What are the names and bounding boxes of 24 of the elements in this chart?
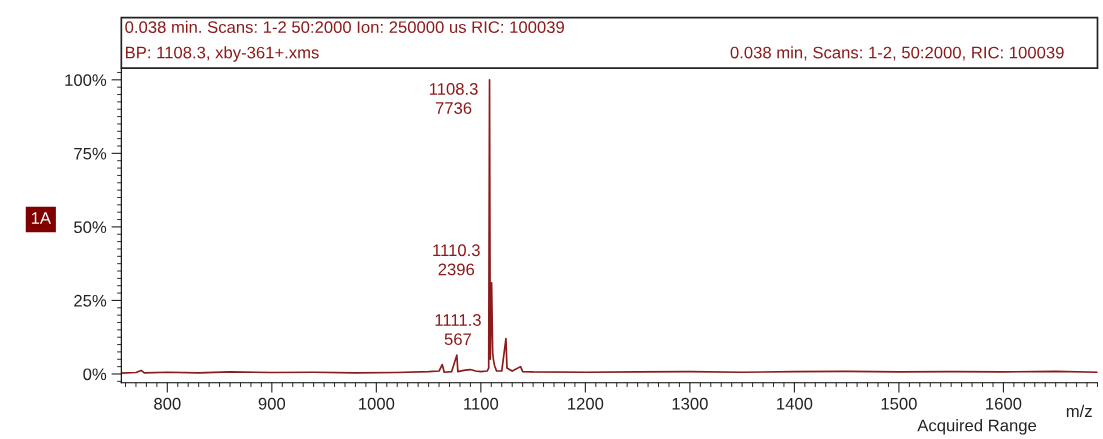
x-tick-label: 1000 — [359, 397, 395, 410]
y-tick-label: 75% — [74, 147, 107, 160]
chart-subtitle: BP: 1108.3, xby-361+.xms — [126, 46, 319, 62]
annotation: 1108.3 7736 — [429, 83, 478, 114]
y-tick-label: 0% — [83, 368, 107, 381]
line-series — [121, 78, 1098, 374]
text: 0.038 min, Scans: 1-2, 50:2000, RIC: 100039 — [730, 46, 1064, 61]
x-tick-label: 1300 — [672, 397, 708, 410]
y-tick-label: 100% — [65, 74, 107, 87]
annotation: 1110.3 2396 — [433, 244, 480, 276]
x-tick-label: 1200 — [568, 397, 604, 410]
chart-title: 0.038 min. Scans: 1-2 50:2000 Ion: 250000 us RIC: 100039 — [125, 20, 564, 34]
x-tick-label: 1400 — [777, 397, 813, 410]
x-tick-label: 900 — [258, 397, 286, 410]
text: 1A — [31, 212, 51, 224]
annotation: 1111.3 567 — [435, 314, 481, 346]
x-tick-label: 1100 — [464, 397, 499, 410]
x-tick-label: 800 — [154, 397, 181, 410]
text: Acquired Range — [917, 419, 1037, 435]
y-tick-label: 50% — [74, 221, 107, 234]
x-axis-title: m/z — [1066, 404, 1092, 418]
x-tick-label: 1600 — [986, 397, 1022, 410]
y-tick-label: 25% — [74, 294, 107, 307]
x-tick-label: 1500 — [881, 397, 917, 410]
